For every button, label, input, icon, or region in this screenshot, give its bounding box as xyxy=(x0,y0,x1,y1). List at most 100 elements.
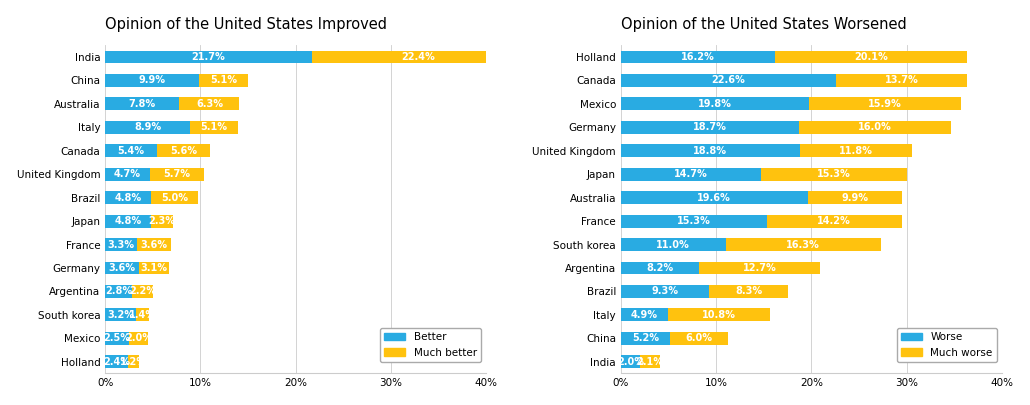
Text: 5.0%: 5.0% xyxy=(161,193,188,202)
Text: 2.0%: 2.0% xyxy=(125,333,152,343)
Text: 21.7%: 21.7% xyxy=(192,52,226,62)
Bar xyxy=(105,238,137,251)
Bar xyxy=(621,51,776,64)
Bar xyxy=(150,168,204,181)
Text: 3.6%: 3.6% xyxy=(109,263,136,273)
Bar xyxy=(621,309,667,321)
Bar xyxy=(621,238,725,251)
Text: 10.8%: 10.8% xyxy=(702,310,735,320)
Text: 9.9%: 9.9% xyxy=(842,193,868,202)
Bar xyxy=(150,191,199,204)
Bar xyxy=(139,262,169,275)
Bar xyxy=(105,144,157,157)
Bar xyxy=(150,215,173,228)
Text: 4.7%: 4.7% xyxy=(114,169,141,179)
Text: 4.9%: 4.9% xyxy=(630,310,658,320)
Legend: Better, Much better: Better, Much better xyxy=(380,328,481,362)
Text: Opinion of the United States Improved: Opinion of the United States Improved xyxy=(105,17,387,32)
Text: 5.4%: 5.4% xyxy=(117,146,144,156)
Text: Opinion of the United States Worsened: Opinion of the United States Worsened xyxy=(621,17,906,32)
Bar xyxy=(105,121,190,134)
Bar xyxy=(136,309,149,321)
Text: 20.1%: 20.1% xyxy=(854,52,888,62)
Bar xyxy=(621,168,761,181)
Text: 18.8%: 18.8% xyxy=(693,146,727,156)
Text: 2.1%: 2.1% xyxy=(637,357,663,367)
Text: 7.8%: 7.8% xyxy=(129,99,156,109)
Text: 22.6%: 22.6% xyxy=(712,75,746,85)
Bar xyxy=(190,121,239,134)
Bar xyxy=(132,285,152,298)
Bar xyxy=(200,74,248,87)
Bar xyxy=(105,191,150,204)
Text: 12.7%: 12.7% xyxy=(743,263,777,273)
Bar xyxy=(621,98,810,111)
Bar xyxy=(105,51,312,64)
Text: 1.4%: 1.4% xyxy=(129,310,156,320)
Text: 8.9%: 8.9% xyxy=(134,122,161,132)
Text: 19.6%: 19.6% xyxy=(697,193,731,202)
Bar xyxy=(808,191,902,204)
Text: 15.3%: 15.3% xyxy=(817,169,851,179)
Bar xyxy=(800,144,913,157)
Bar xyxy=(157,144,210,157)
Bar xyxy=(640,355,660,368)
Bar xyxy=(725,238,881,251)
Bar xyxy=(137,238,171,251)
Bar xyxy=(128,355,139,368)
Bar xyxy=(799,121,952,134)
Bar xyxy=(105,262,139,275)
Bar xyxy=(179,98,239,111)
Bar xyxy=(105,332,129,345)
Text: 4.8%: 4.8% xyxy=(114,216,141,226)
Bar xyxy=(621,355,640,368)
Bar xyxy=(621,144,800,157)
Bar xyxy=(699,262,820,275)
Text: 9.9%: 9.9% xyxy=(139,75,166,85)
Bar xyxy=(667,309,770,321)
Text: 2.2%: 2.2% xyxy=(129,286,156,296)
Text: 16.2%: 16.2% xyxy=(681,52,715,62)
Text: 19.8%: 19.8% xyxy=(698,99,732,109)
Bar xyxy=(105,168,150,181)
Text: 16.3%: 16.3% xyxy=(786,240,820,249)
Text: 13.7%: 13.7% xyxy=(885,75,918,85)
Bar xyxy=(312,51,525,64)
Bar xyxy=(761,168,906,181)
Text: 2.8%: 2.8% xyxy=(105,286,132,296)
Bar xyxy=(836,74,966,87)
Bar xyxy=(621,285,710,298)
Bar xyxy=(105,355,128,368)
Text: 5.1%: 5.1% xyxy=(210,75,237,85)
Text: 3.6%: 3.6% xyxy=(140,240,167,249)
Text: 5.6%: 5.6% xyxy=(170,146,197,156)
Bar xyxy=(621,121,799,134)
Text: 6.3%: 6.3% xyxy=(196,99,222,109)
Text: 14.2%: 14.2% xyxy=(818,216,851,226)
Text: 3.3%: 3.3% xyxy=(107,240,134,249)
Bar xyxy=(105,98,179,111)
Text: 14.7%: 14.7% xyxy=(674,169,708,179)
Bar xyxy=(621,262,699,275)
Text: 6.0%: 6.0% xyxy=(685,333,713,343)
Text: 1.2%: 1.2% xyxy=(121,357,147,367)
Bar xyxy=(621,215,766,228)
Text: 8.2%: 8.2% xyxy=(647,263,674,273)
Bar xyxy=(766,215,902,228)
Bar xyxy=(129,332,148,345)
Text: 2.5%: 2.5% xyxy=(104,333,131,343)
Bar xyxy=(810,98,961,111)
Text: 8.3%: 8.3% xyxy=(735,286,762,296)
Text: 22.4%: 22.4% xyxy=(402,52,436,62)
Bar xyxy=(621,74,836,87)
Bar xyxy=(621,332,671,345)
Text: 11.0%: 11.0% xyxy=(656,240,690,249)
Bar xyxy=(105,309,136,321)
Text: 5.2%: 5.2% xyxy=(632,333,659,343)
Text: 18.7%: 18.7% xyxy=(693,122,727,132)
Bar xyxy=(776,51,966,64)
Text: 2.3%: 2.3% xyxy=(148,216,175,226)
Bar xyxy=(105,215,150,228)
Text: 5.7%: 5.7% xyxy=(164,169,191,179)
Bar xyxy=(105,285,132,298)
